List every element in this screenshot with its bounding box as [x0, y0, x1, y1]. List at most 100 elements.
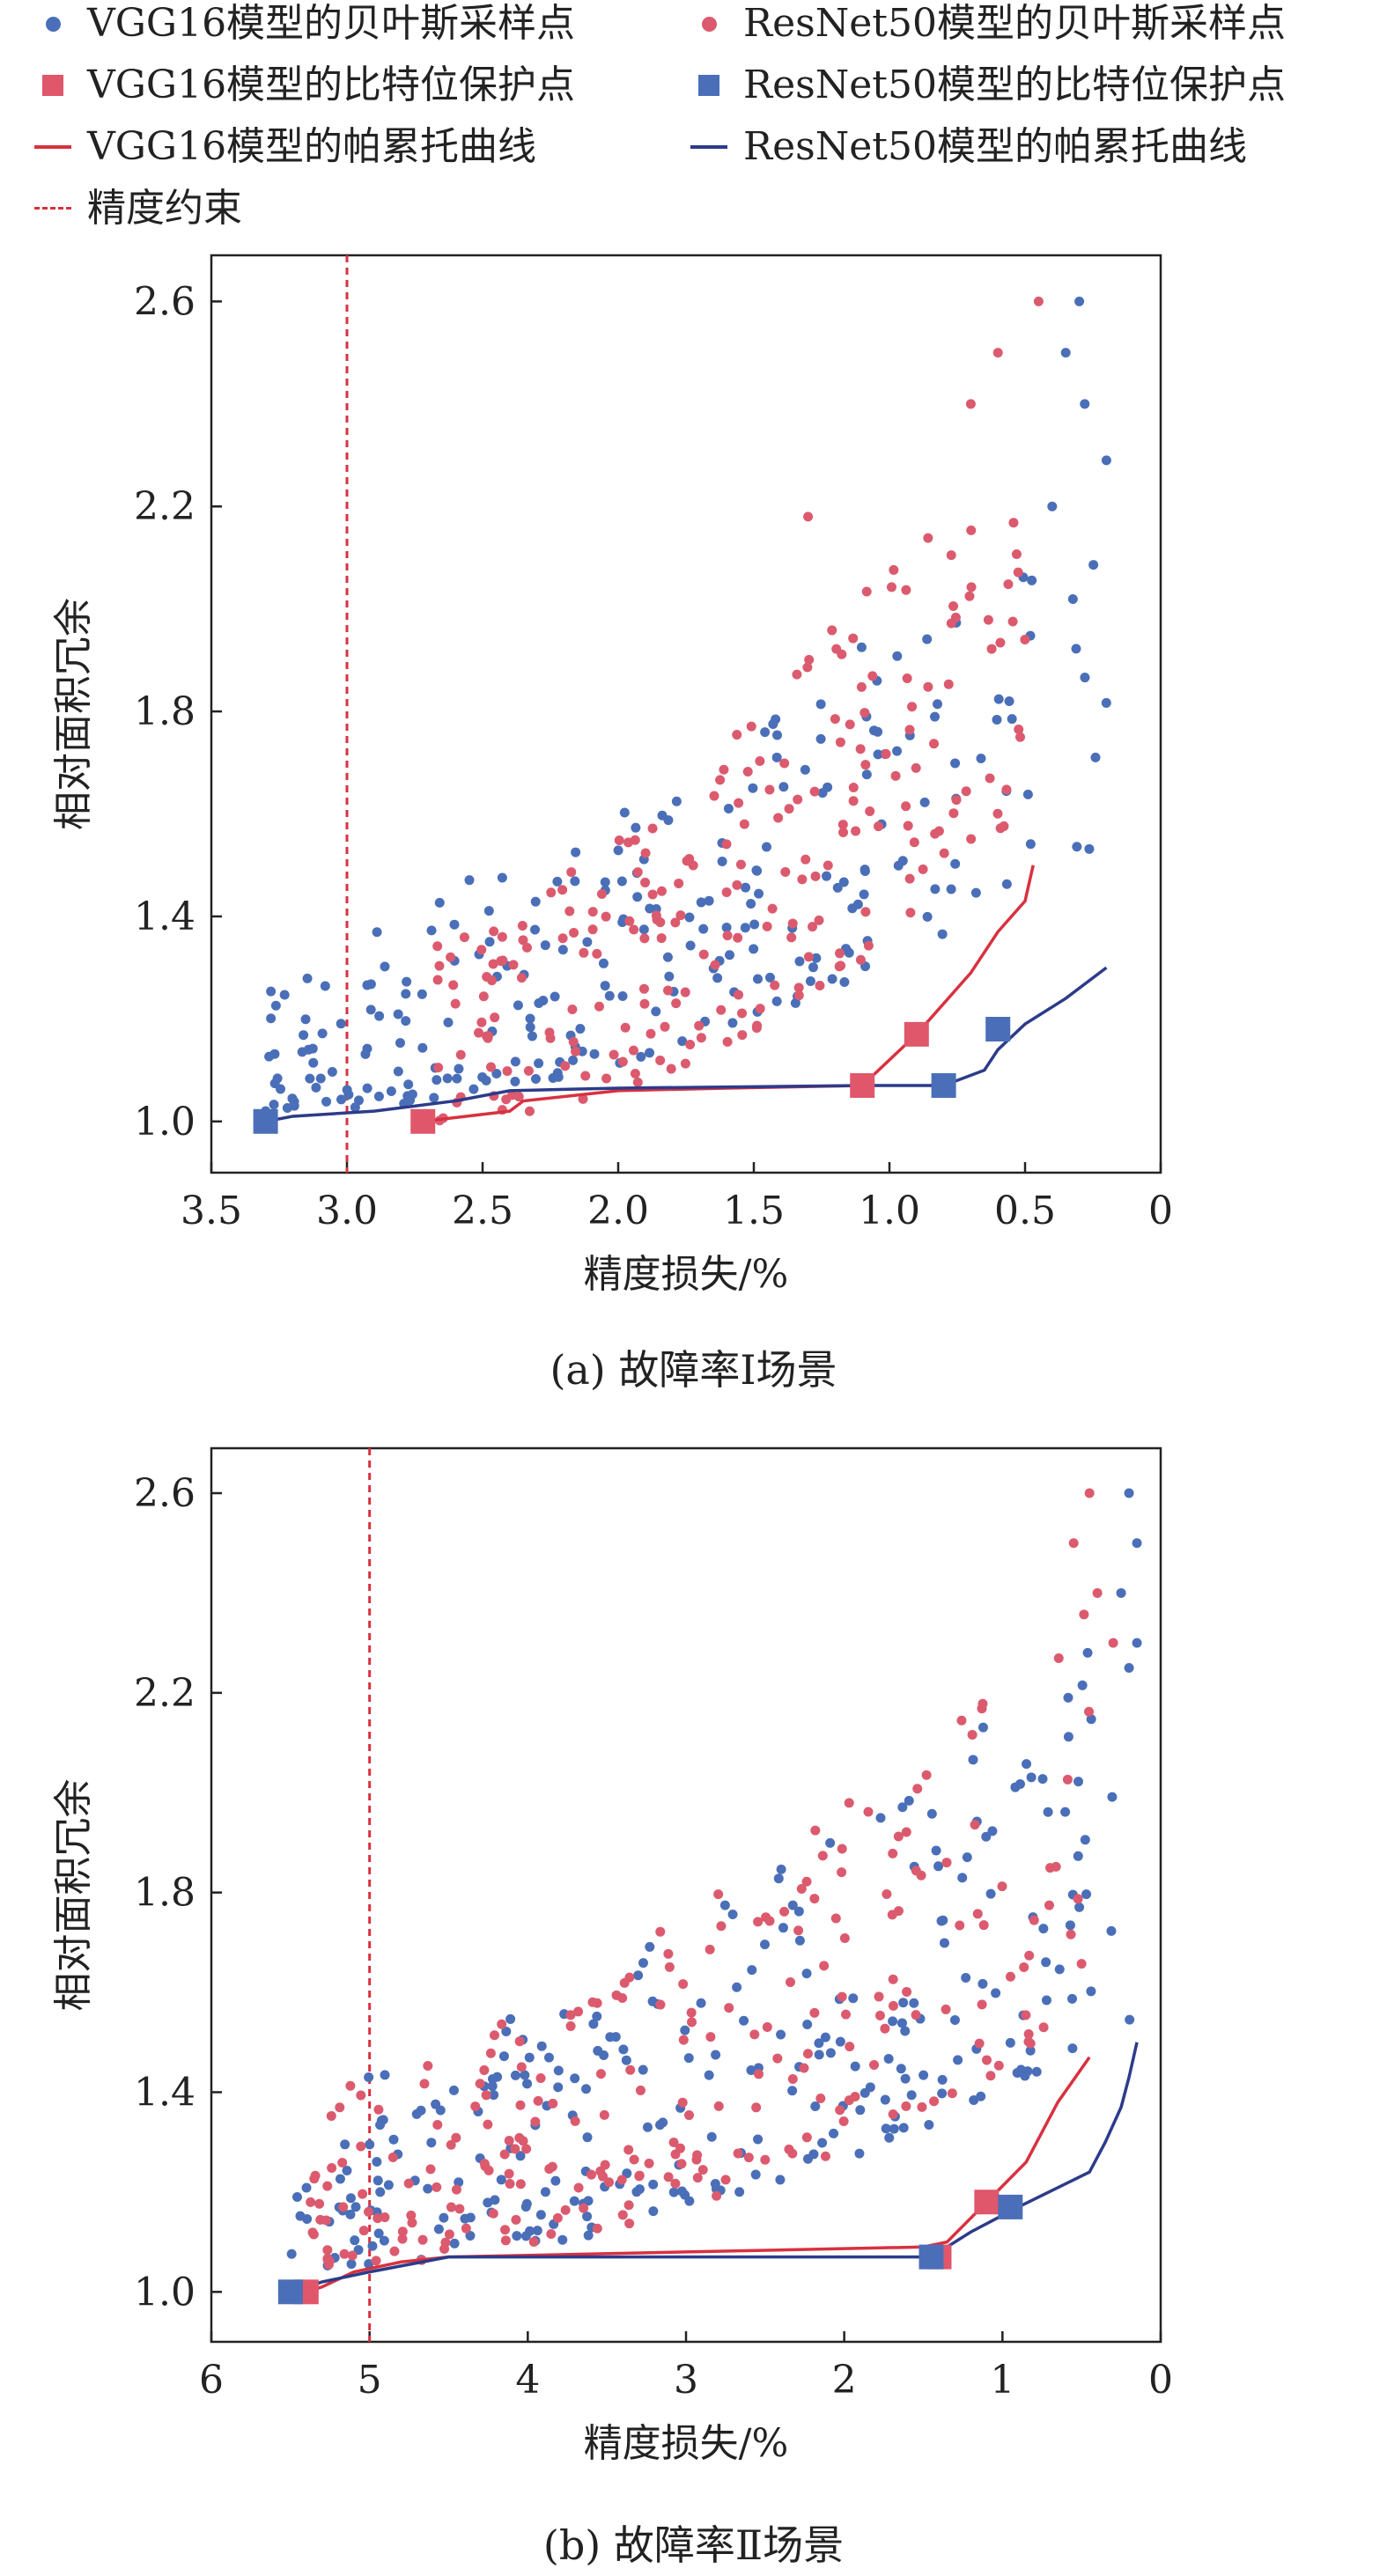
vgg16-sample-point [837, 1867, 847, 1878]
resnet50-sample-point [327, 1066, 337, 1077]
plot-frame [210, 254, 1162, 1174]
resnet50-sample-point [985, 1888, 996, 1899]
resnet50-sample-point [658, 2117, 668, 2128]
vgg16-sample-point [770, 980, 780, 990]
vgg16-sample-point [358, 2189, 368, 2199]
resnet50-sample-point [536, 2041, 547, 2051]
resnet50-sample-point [896, 2018, 907, 2028]
resnet50-sample-point [859, 865, 870, 876]
resnet50-sample-point [771, 714, 781, 725]
resnet50-sample-point [379, 2235, 389, 2246]
vgg16-sample-point [967, 1729, 978, 1740]
legend-item: ResNet50模型的帕累托曲线 [687, 125, 1247, 169]
resnet50-sample-point [510, 1056, 520, 1067]
vgg16-protection-point [974, 2190, 1000, 2215]
vgg16-sample-point [716, 1921, 727, 1932]
vgg16-sample-point [1007, 616, 1018, 627]
resnet50-sample-point [933, 1861, 944, 1872]
vgg16-sample-point [981, 2055, 992, 2065]
vgg16-sample-point [966, 525, 977, 535]
vgg16-sample-point [623, 2200, 634, 2211]
vgg16-sample-point [570, 2116, 580, 2126]
vgg16-sample-point [604, 2177, 615, 2188]
resnet50-sample-point [1077, 1680, 1088, 1690]
vgg16-sample-point [644, 2158, 654, 2168]
resnet50-sample-point [1086, 1986, 1096, 1997]
vgg16-sample-point [802, 662, 813, 673]
vgg16-sample-point [614, 835, 624, 845]
vgg16-sample-point [772, 2053, 783, 2064]
vgg16-sample-point [964, 591, 975, 601]
vgg16-sample-point [797, 874, 808, 885]
legend-square-icon [31, 63, 75, 107]
vgg16-sample-point [515, 2100, 526, 2110]
resnet50-sample-point [727, 1910, 738, 1920]
resnet50-sample-point [808, 2149, 819, 2160]
x-tick-label: 3 [674, 2358, 698, 2403]
resnet50-sample-point [897, 1802, 908, 1813]
vgg16-sample-point [1021, 2010, 1031, 2020]
resnet50-sample-point [1067, 2043, 1078, 2054]
resnet50-sample-point [748, 783, 758, 793]
vgg16-sample-point [406, 2210, 417, 2220]
resnet50-sample-point [893, 860, 904, 871]
resnet50-sample-point [550, 2175, 561, 2186]
vgg16-sample-point [327, 2163, 337, 2174]
vgg16-sample-point [425, 2164, 436, 2175]
vgg16-sample-point [496, 956, 506, 967]
resnet50-sample-point [922, 634, 933, 644]
vgg16-sample-point [1013, 567, 1023, 578]
vgg16-sample-point [524, 1106, 535, 1116]
vgg16-sample-point [500, 2225, 511, 2235]
resnet50-sample-point [683, 2053, 694, 2064]
resnet50-sample-point [651, 1006, 661, 1017]
vgg16-sample-point [886, 582, 896, 592]
vgg16-sample-point [923, 533, 933, 543]
resnet50-sample-point [299, 1030, 309, 1041]
resnet50-sample-point [364, 2259, 374, 2270]
resnet50-sample-point [527, 1031, 537, 1041]
vgg16-sample-point [817, 1851, 828, 1861]
resnet50-sample-point [787, 1900, 798, 1910]
y-tick-label: 1.8 [134, 689, 196, 734]
vgg16-sample-point [796, 1883, 807, 1894]
resnet50-sample-point [345, 2193, 356, 2204]
vgg16-sample-point [860, 907, 871, 917]
resnet50-sample-point [741, 882, 751, 893]
resnet50-sample-point [522, 2079, 533, 2089]
resnet50-sample-point [380, 961, 390, 972]
vgg16-sample-point [767, 903, 778, 914]
resnet50-sample-point [787, 2086, 798, 2096]
vgg16-sample-point [647, 889, 658, 900]
resnet50-sample-point [1038, 1924, 1049, 1934]
resnet50-sample-point [571, 847, 581, 857]
vgg16-sample-point [339, 2248, 350, 2259]
vgg16-sample-point [861, 586, 872, 597]
resnet50-sample-point [350, 1102, 360, 1113]
resnet50-sample-point [307, 1043, 318, 1054]
resnet50-sample-point [454, 1064, 464, 1074]
resnet50-sample-point [946, 884, 956, 894]
vgg16-sample-point [632, 1077, 643, 1087]
vgg16-sample-point [454, 2204, 465, 2214]
resnet50-sample-point [305, 1073, 315, 1084]
vgg16-sample-point [373, 2104, 384, 2115]
resnet50-sample-point [417, 1042, 428, 1053]
vgg16-sample-point [983, 615, 993, 625]
vgg16-sample-point [646, 1028, 656, 1039]
resnet50-sample-point [1026, 1772, 1037, 1783]
vgg16-sample-point [764, 784, 775, 795]
vgg16-sample-point [1066, 1929, 1076, 1939]
vgg16-sample-point [946, 550, 956, 561]
vgg16-sample-point [946, 618, 956, 629]
y-tick-label: 2.2 [134, 1671, 196, 1716]
vgg16-pareto-curve [306, 2056, 1091, 2293]
resnet50-sample-point [1065, 1920, 1075, 1931]
vgg16-sample-point [544, 1027, 555, 1038]
vgg16-sample-point [356, 2090, 366, 2101]
resnet50-sample-point [581, 2084, 592, 2094]
resnet50-sample-point [582, 937, 593, 947]
vgg16-sample-point [624, 916, 635, 926]
vgg16-sample-point [841, 2009, 852, 2020]
vgg16-sample-point [787, 918, 798, 929]
